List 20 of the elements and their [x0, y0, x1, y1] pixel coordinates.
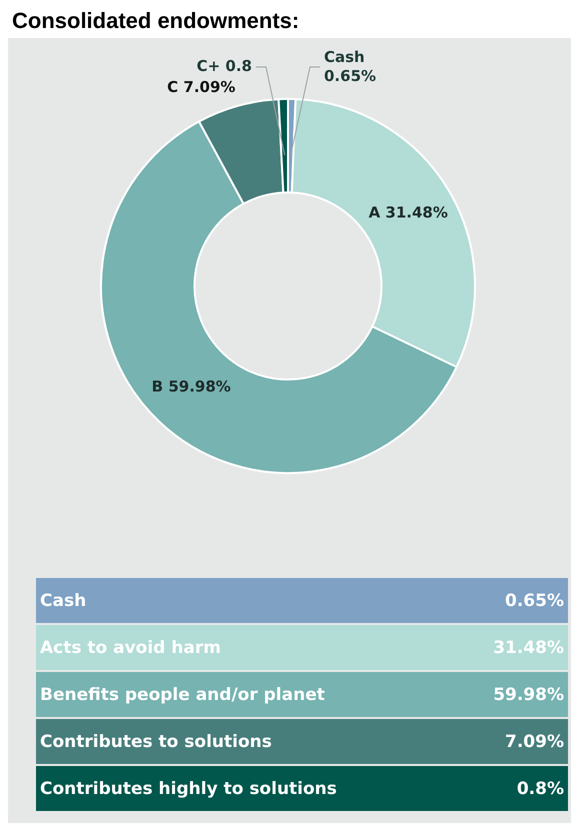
text: 0.65%	[505, 590, 564, 610]
slice-label: A	[368, 204, 381, 222]
slice-label: B	[152, 377, 164, 396]
slice-label: C	[167, 78, 178, 96]
text: 7.09%	[505, 732, 564, 752]
text: Cash	[40, 590, 86, 610]
data-label: 7.09%	[183, 78, 236, 96]
data-label: 31.48%	[385, 204, 448, 222]
text: Benefits people and/or planet	[40, 684, 325, 704]
data-label: 0.65%	[324, 66, 376, 85]
text: Acts to avoid harm	[40, 638, 221, 658]
slice-label: Cash	[324, 48, 365, 66]
text: Contributes highly to solutions	[40, 778, 337, 798]
chart-title: Consolidated endowments:	[12, 8, 300, 34]
text: 31.48%	[493, 638, 564, 658]
text: Contributes to solutions	[40, 732, 272, 752]
text: 0.8%	[516, 778, 564, 798]
data-label: 59.98%	[168, 377, 231, 396]
text: 59.98%	[493, 684, 564, 704]
slice-label: C+ 0.8	[196, 56, 252, 75]
